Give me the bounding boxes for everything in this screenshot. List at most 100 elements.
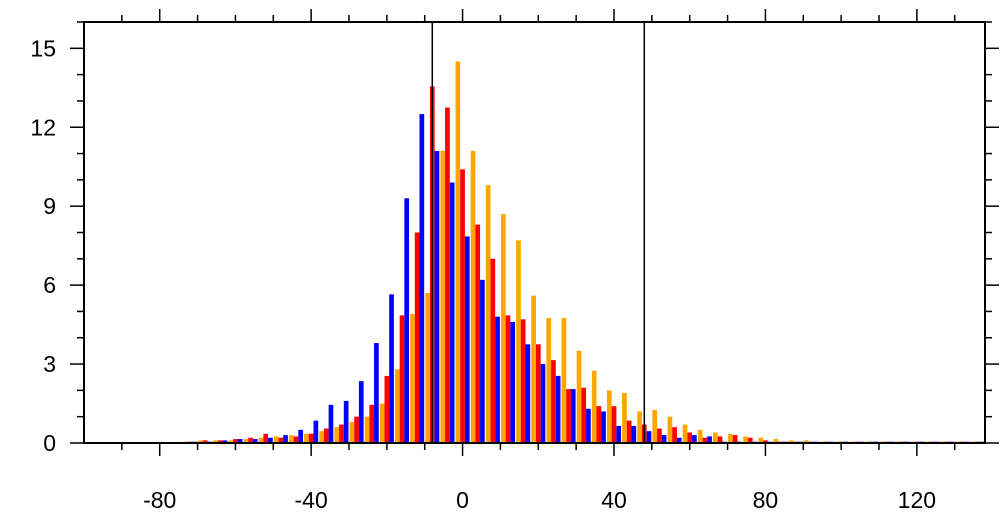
bar (455, 61, 461, 443)
bar (374, 343, 379, 443)
bar (712, 432, 718, 443)
bar (313, 420, 319, 443)
bar (410, 314, 415, 443)
bar (561, 318, 567, 443)
bar (252, 439, 258, 443)
bar (449, 182, 455, 443)
bar (586, 408, 591, 443)
bar (601, 411, 606, 443)
bar (657, 428, 662, 443)
bar (652, 410, 658, 443)
bar (631, 425, 637, 443)
bar (505, 315, 511, 443)
bar (570, 389, 576, 443)
bar (672, 427, 677, 443)
bar (460, 169, 465, 443)
bar (596, 406, 602, 443)
bar (763, 440, 768, 443)
bar (464, 236, 470, 443)
x-tick-label: -80 (143, 487, 176, 513)
bar (343, 400, 349, 443)
bar (611, 406, 617, 443)
bar (717, 436, 723, 443)
bar (551, 360, 556, 443)
reference-lines (431, 22, 646, 443)
bar (339, 424, 344, 443)
bar (743, 436, 748, 443)
y-tick-label: 15 (30, 35, 56, 61)
bar (323, 428, 329, 443)
bar (747, 437, 753, 443)
bar (237, 439, 243, 443)
bar (304, 433, 309, 443)
bar (732, 435, 738, 443)
bar (576, 350, 582, 443)
bar (399, 315, 405, 443)
bar (803, 440, 809, 443)
bar (414, 232, 420, 443)
bar (535, 344, 541, 443)
bar (354, 416, 359, 443)
bar (308, 433, 314, 443)
bar (475, 224, 481, 443)
y-tick-label: 12 (30, 114, 56, 140)
bar (248, 437, 253, 443)
bar (394, 369, 400, 443)
bar (328, 404, 334, 443)
bar (637, 411, 642, 443)
bar (268, 437, 273, 443)
bar (516, 240, 521, 443)
x-tick-label: 80 (753, 487, 779, 513)
x-tick-label: 120 (898, 487, 936, 513)
bars-layer (182, 61, 985, 444)
bar (389, 294, 394, 443)
bar (434, 150, 440, 443)
bar (616, 425, 622, 443)
bar (490, 258, 496, 443)
bar (687, 432, 693, 443)
bar (773, 439, 779, 443)
bar (495, 316, 500, 443)
bar (555, 375, 561, 443)
bar (222, 440, 228, 443)
bar (525, 344, 531, 443)
bar (349, 421, 355, 443)
bar (788, 440, 794, 443)
bar (298, 429, 304, 443)
y-tick-label: 3 (43, 351, 56, 377)
bar (510, 321, 516, 443)
bar (676, 437, 682, 443)
bar (263, 433, 269, 443)
bar (697, 429, 703, 443)
bar (213, 440, 218, 443)
bar (591, 370, 597, 443)
bar (364, 416, 370, 443)
bar (682, 424, 688, 443)
bar (661, 435, 667, 443)
bar (485, 185, 491, 443)
bar (404, 198, 410, 443)
bar (546, 318, 552, 443)
bar (384, 375, 390, 443)
y-tick-label: 0 (43, 430, 56, 456)
bar (606, 390, 612, 444)
bar (278, 437, 284, 443)
bar (228, 440, 234, 443)
bar (202, 440, 208, 443)
bar (702, 437, 708, 443)
bar (692, 435, 697, 443)
x-tick-label: 40 (601, 487, 627, 513)
bar (419, 114, 425, 443)
bar (379, 403, 385, 443)
bar (440, 150, 446, 443)
bar (217, 440, 223, 443)
bar (425, 293, 430, 443)
bar (581, 387, 587, 443)
bar (369, 404, 375, 443)
bar (273, 436, 279, 443)
bar (707, 436, 712, 443)
bar (667, 416, 673, 443)
bar (283, 435, 288, 443)
bar (566, 389, 571, 443)
